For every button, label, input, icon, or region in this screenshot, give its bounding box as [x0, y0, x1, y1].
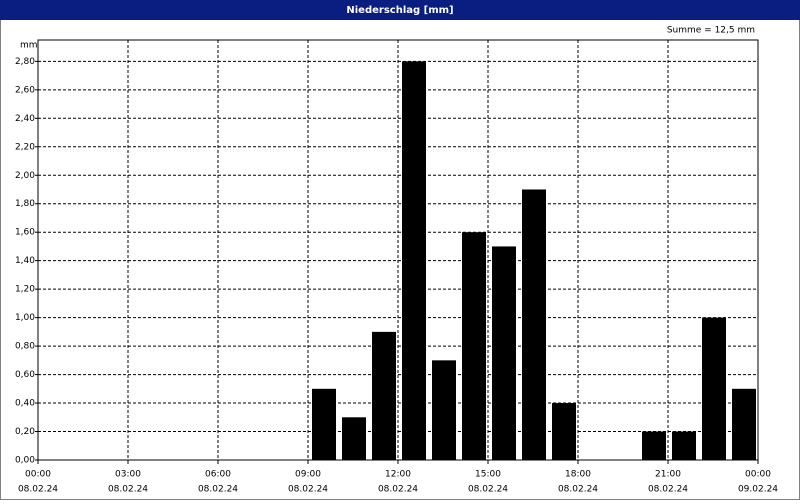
y-tick-label: 0,20 [15, 427, 35, 437]
x-tick-date: 08.02.24 [288, 485, 328, 495]
y-tick-label: 2,20 [15, 142, 35, 152]
y-tick-label: 1,00 [15, 313, 35, 323]
y-tick-label: 0,00 [15, 456, 35, 466]
bar [672, 431, 696, 460]
x-tick-label: 00:00 [745, 470, 771, 480]
bar [702, 317, 726, 460]
x-tick-label: 15:00 [475, 470, 501, 480]
bar [462, 232, 486, 460]
x-tick-date: 08.02.24 [108, 485, 148, 495]
y-tick-label: 1,20 [15, 285, 35, 295]
y-tick-label: 0,80 [15, 342, 35, 352]
bar [492, 246, 516, 460]
y-unit: mm [20, 41, 38, 51]
bar [312, 388, 336, 460]
x-tick-label: 06:00 [205, 470, 231, 480]
y-tick-label: 2,40 [15, 114, 35, 124]
x-tick-date: 08.02.24 [558, 485, 598, 495]
y-tick-label: 2,80 [15, 57, 35, 67]
y-tick-label: 2,60 [15, 85, 35, 95]
bar [522, 189, 546, 461]
bar [732, 388, 756, 460]
x-tick-label: 21:00 [655, 470, 681, 480]
y-tick-label: 1,80 [15, 199, 35, 209]
x-tick-label: 09:00 [295, 470, 321, 480]
bar [432, 360, 456, 460]
x-tick-label: 03:00 [115, 470, 141, 480]
x-tick-label: 18:00 [565, 470, 591, 480]
y-tick-label: 2,00 [15, 171, 35, 181]
x-tick-date: 08.02.24 [648, 485, 688, 495]
title-bar [0, 0, 800, 20]
x-tick-label: 12:00 [385, 470, 411, 480]
x-tick-date: 08.02.24 [378, 485, 418, 495]
x-tick-date: 08.02.24 [198, 485, 238, 495]
x-tick-date: 09.02.24 [738, 485, 778, 495]
y-tick-label: 0,40 [15, 399, 35, 409]
x-tick-date: 08.02.24 [18, 485, 58, 495]
bar [372, 331, 396, 460]
y-tick-label: 1,60 [15, 228, 35, 238]
bar [642, 431, 666, 460]
bar [552, 403, 576, 460]
sum-annotation: Summe = 12,5 mm [667, 26, 755, 36]
bar [342, 417, 366, 460]
x-tick-label: 00:00 [25, 470, 51, 480]
y-tick-label: 1,40 [15, 256, 35, 266]
bar [402, 61, 426, 461]
x-tick-date: 08.02.24 [468, 485, 508, 495]
chart-title: Niederschlag [mm] [346, 5, 453, 16]
y-tick-label: 0,60 [15, 370, 35, 380]
